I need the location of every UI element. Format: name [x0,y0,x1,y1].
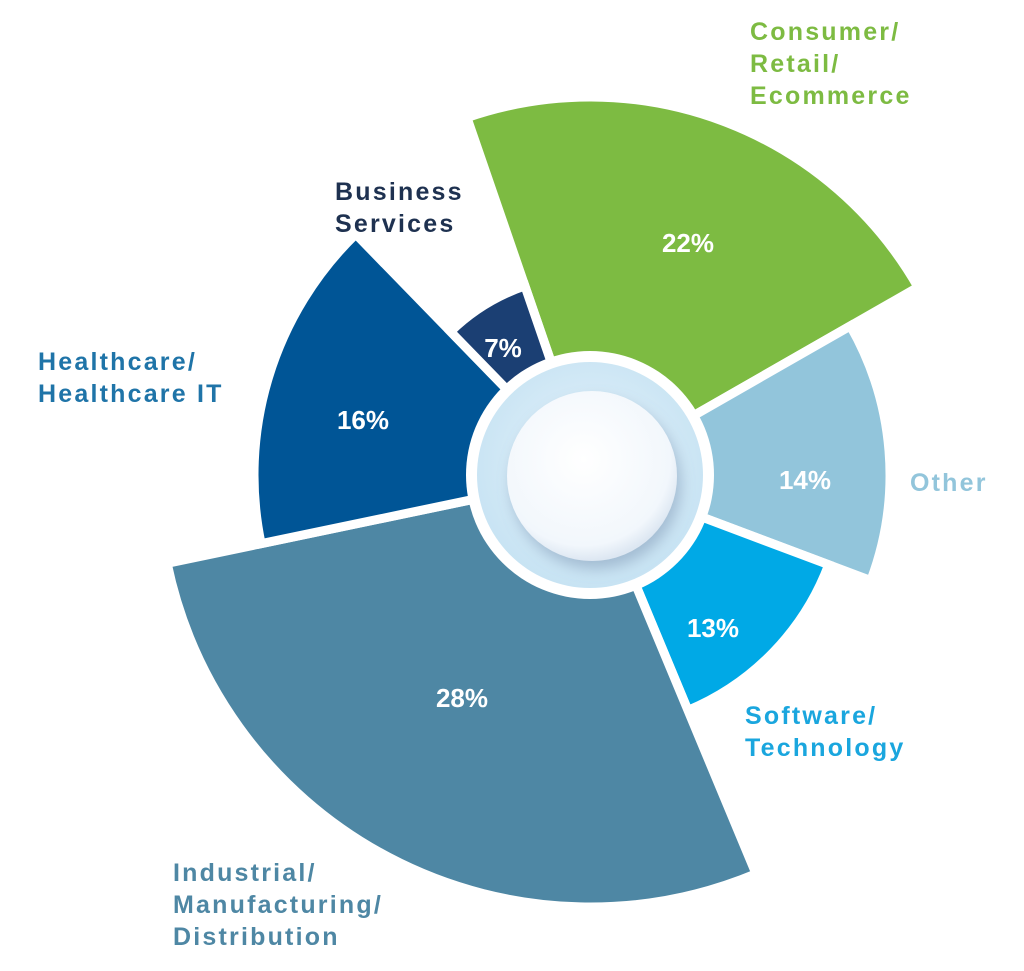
label-line: Healthcare IT [38,380,224,408]
value-label-industrial: 28% [436,683,488,713]
value-label-other: 14% [779,465,831,495]
label-line: Manufacturing/ [173,891,383,919]
value-label-consumer: 22% [662,228,714,258]
label-line: Ecommerce [750,82,912,110]
label-line: Healthcare/ [38,348,197,376]
label-line: Business [335,178,464,206]
label-line: Other [910,469,988,497]
label-line: Services [335,210,456,238]
label-line: Distribution [173,923,340,951]
value-label-software: 13% [687,613,739,643]
value-label-business: 7% [484,333,522,363]
label-line: Consumer/ [750,18,901,46]
label-line: Software/ [745,702,878,730]
category-label-healthcare: Healthcare/ Healthcare IT [38,346,224,410]
category-label-business: Business Services [335,176,464,240]
category-label-industrial: Industrial/ Manufacturing/ Distribution [173,857,383,953]
category-label-consumer: Consumer/ Retail/ Ecommerce [750,16,912,112]
label-line: Retail/ [750,50,841,78]
label-line: Industrial/ [173,859,317,887]
category-label-software: Software/ Technology [745,700,905,764]
value-label-healthcare: 16% [337,405,389,435]
label-line: Technology [745,734,906,762]
center-disk [507,391,677,561]
category-label-other: Other [910,467,988,499]
